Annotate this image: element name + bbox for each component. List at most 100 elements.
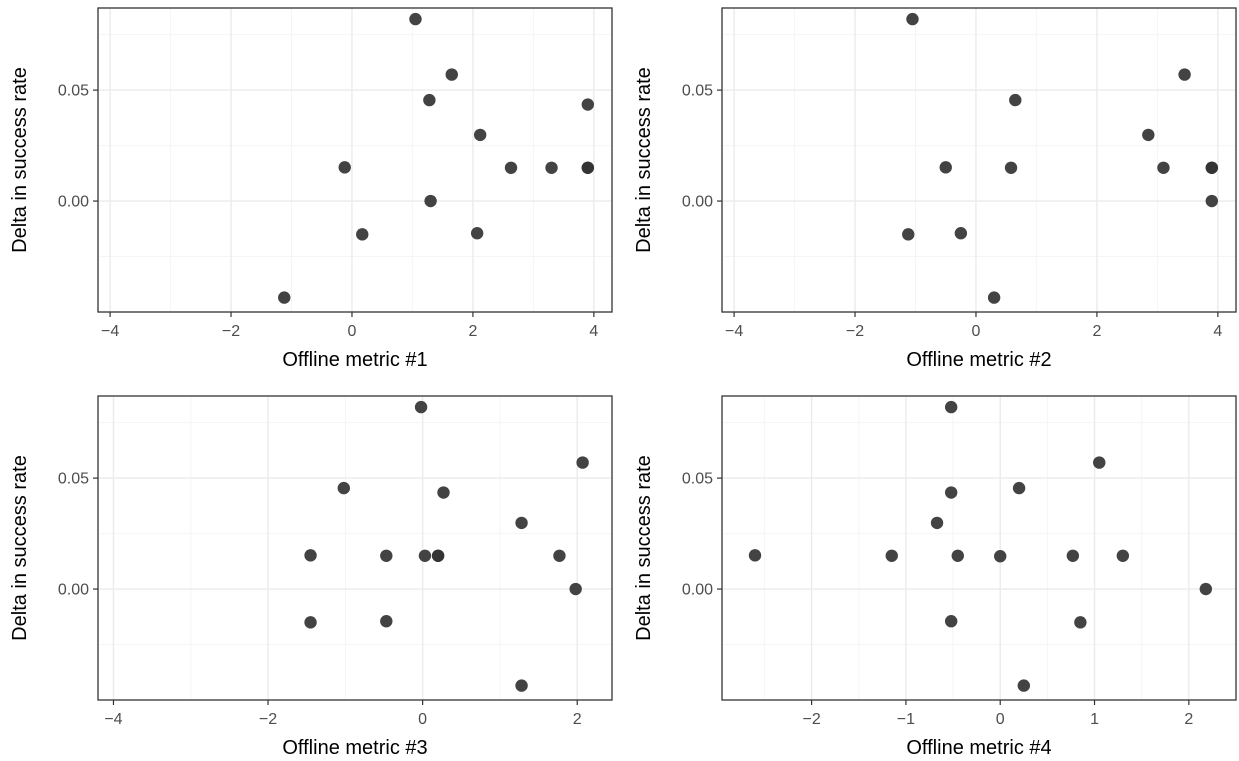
x-tick-label: −2	[222, 323, 240, 340]
x-tick-label: −2	[802, 711, 820, 728]
x-tick-label: −4	[725, 323, 743, 340]
data-point	[906, 12, 919, 26]
data-point	[569, 582, 582, 596]
y-axis-title: Delta in success rate	[633, 67, 655, 253]
plot-background	[98, 8, 612, 312]
y-tick-label: 0.00	[58, 582, 89, 599]
data-point	[581, 161, 595, 174]
chart-panel-4: −2 −1 0 1 2 0.00 0.05 Offline metric #4 Delta in…	[633, 395, 1237, 759]
x-tick-label: 0	[418, 711, 427, 728]
data-point	[951, 549, 964, 562]
x-axis-title: Offline metric #2	[906, 349, 1051, 371]
data-point	[437, 486, 450, 499]
data-point	[1199, 582, 1213, 596]
plot-background	[98, 396, 612, 700]
data-point	[504, 161, 518, 174]
x-tick-label: 2	[1184, 711, 1193, 728]
x-tick-label: 2	[468, 323, 477, 340]
chart-panel-2: −4 −2 0 2 4 0.00 0.05 Offline metric #2 Delta in…	[633, 7, 1237, 371]
x-tick-label: 2	[1092, 323, 1101, 340]
chart-panel-1: −4 −2 0 2 4 0.00 0.05 Offline metric #1 Delta in…	[9, 7, 613, 371]
data-point	[944, 615, 958, 628]
x-tick-label: −4	[104, 711, 122, 728]
panel-border	[97, 395, 613, 701]
data-point	[1178, 68, 1191, 81]
data-point	[423, 93, 436, 107]
plot-background	[722, 8, 1236, 312]
x-tick-label: 0	[996, 711, 1005, 728]
x-tick-label: −1	[897, 711, 915, 728]
data-point	[1004, 161, 1018, 174]
data-point	[748, 549, 762, 562]
x-tick-label: 4	[589, 323, 598, 340]
y-tick-label: 0.05	[682, 471, 713, 488]
x-tick-label: 4	[1213, 323, 1222, 340]
panel-border	[721, 395, 1237, 701]
data-point	[1017, 679, 1030, 692]
y-axis-title: Delta in success rate	[9, 455, 31, 641]
data-point	[424, 194, 437, 208]
data-point	[445, 68, 458, 81]
data-point	[470, 227, 484, 240]
data-point	[337, 481, 350, 495]
panel-border	[97, 7, 613, 313]
y-tick-label: 0.00	[682, 194, 713, 211]
data-point	[939, 161, 952, 174]
y-tick-label: 0.00	[58, 194, 89, 211]
data-point	[1205, 194, 1219, 208]
x-tick-label: 0	[348, 323, 357, 340]
x-tick-label: 1	[1090, 711, 1099, 728]
data-point	[545, 161, 558, 174]
y-axis-title: Delta in success rate	[633, 455, 655, 641]
data-point	[515, 679, 528, 692]
data-point	[304, 616, 317, 629]
data-point	[1066, 549, 1080, 562]
data-point	[553, 549, 566, 562]
data-point	[1009, 93, 1022, 107]
x-axis-title: Offline metric #3	[282, 737, 427, 759]
data-point	[380, 615, 393, 628]
x-tick-label: −2	[259, 711, 277, 728]
data-point	[994, 550, 1007, 563]
data-point	[338, 161, 351, 174]
panel-border	[721, 7, 1237, 313]
data-point	[1012, 481, 1026, 495]
data-point	[576, 456, 589, 469]
data-point	[1142, 128, 1155, 142]
data-point	[944, 400, 958, 414]
data-point	[1157, 161, 1170, 174]
data-point	[1074, 616, 1087, 629]
data-point	[473, 128, 487, 142]
data-point	[414, 400, 428, 414]
y-tick-label: 0.05	[58, 471, 89, 488]
y-tick-label: 0.05	[682, 83, 713, 100]
data-point	[409, 12, 422, 26]
x-tick-label: 0	[972, 323, 981, 340]
x-axis-title: Offline metric #1	[282, 349, 427, 371]
data-point	[1205, 161, 1219, 174]
data-point	[944, 486, 958, 499]
x-tick-label: −4	[101, 323, 119, 340]
data-point	[885, 549, 898, 562]
data-point	[515, 516, 528, 530]
data-point	[380, 549, 393, 562]
data-point	[581, 98, 595, 111]
data-point	[431, 549, 445, 562]
data-point	[1116, 549, 1130, 562]
x-tick-label: 2	[573, 711, 582, 728]
data-point	[278, 291, 291, 304]
data-point	[304, 549, 317, 562]
data-point	[930, 516, 944, 530]
data-point	[418, 549, 432, 562]
plot-background	[722, 396, 1236, 700]
x-tick-label: −2	[846, 323, 864, 340]
y-axis-title: Delta in success rate	[9, 67, 31, 253]
y-tick-label: 0.00	[682, 582, 713, 599]
data-point	[954, 227, 968, 240]
x-axis-title: Offline metric #4	[906, 737, 1051, 759]
chart-panel-3: −4 −2 0 2 0.00 0.05 Offline metric #3 Delta in …	[9, 395, 613, 759]
data-point	[987, 291, 1001, 304]
data-point	[356, 228, 369, 241]
data-point	[902, 228, 915, 241]
